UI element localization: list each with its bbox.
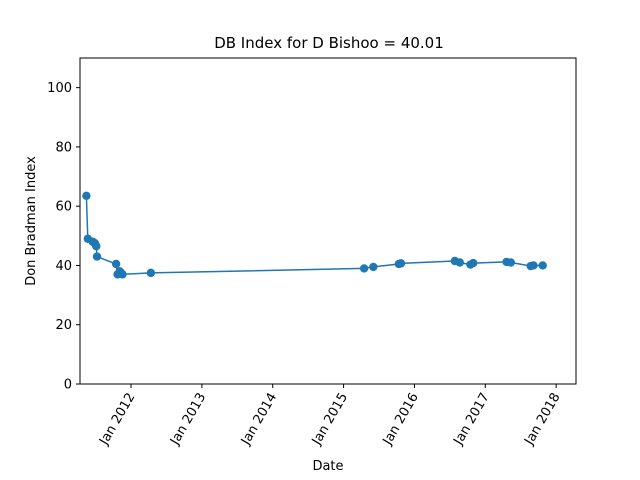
data-point (369, 263, 377, 271)
y-tick-label: 40 (55, 259, 72, 274)
y-tick-label: 80 (55, 140, 72, 155)
data-point (147, 269, 155, 277)
x-tick-label: Jan 2015 (309, 391, 351, 449)
x-tick-label: Jan 2014 (238, 391, 280, 449)
data-point (92, 242, 100, 250)
data-point (118, 270, 126, 278)
chart-title: DB Index for D Bishoo = 40.01 (214, 34, 444, 52)
data-point (507, 258, 515, 266)
data-point (469, 259, 477, 267)
data-point (112, 260, 120, 268)
x-tick-label: Jan 2016 (380, 391, 422, 449)
y-axis-label: Don Bradman Index (24, 156, 39, 286)
y-tick-label: 100 (47, 81, 72, 96)
axes-frame (80, 58, 576, 384)
y-tick-label: 20 (55, 318, 72, 333)
data-point (82, 192, 90, 200)
data-point (360, 264, 368, 272)
x-tick-label: Jan 2012 (96, 391, 138, 449)
plot-area (82, 192, 547, 279)
data-point (397, 259, 405, 267)
x-axis: Jan 2012 Jan 2013 Jan 2014 Jan 2015 Jan 2016… (96, 384, 563, 448)
y-axis: 0 20 40 60 80 100 (47, 81, 80, 392)
x-tick-label: Jan 2017 (451, 391, 493, 449)
x-tick-label: Jan 2013 (167, 391, 209, 449)
x-tick-label: Jan 2018 (522, 391, 564, 449)
data-point (456, 258, 464, 266)
data-point (93, 252, 101, 260)
y-tick-label: 0 (64, 378, 72, 393)
data-point (529, 261, 537, 269)
data-point (538, 261, 546, 269)
y-tick-label: 60 (55, 200, 72, 215)
x-axis-label: Date (312, 459, 343, 474)
